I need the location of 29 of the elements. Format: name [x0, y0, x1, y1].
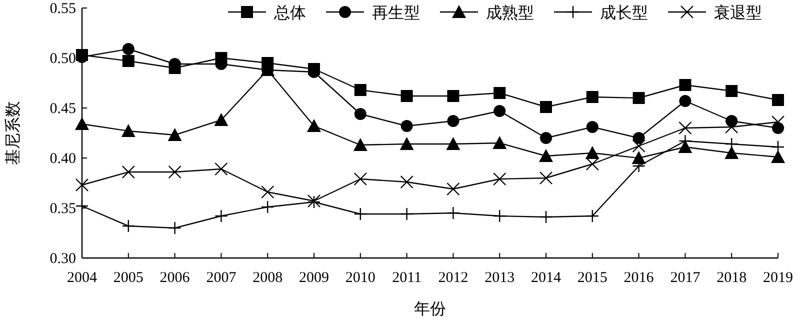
y-tick-label: 0.55 — [50, 1, 76, 17]
y-axis-title: 基尼系数 — [4, 101, 22, 165]
x-tick-label: 2009 — [299, 270, 329, 286]
x-tick-label: 2016 — [624, 270, 654, 286]
y-tick-label: 0.35 — [50, 201, 76, 217]
x-axis-title: 年份 — [414, 301, 446, 318]
x-tick-label: 2015 — [577, 270, 608, 286]
x-tick-label: 2012 — [438, 270, 468, 286]
x-tick-label: 2006 — [160, 270, 190, 286]
y-tick-label: 0.50 — [50, 51, 76, 67]
x-tick-label: 2017 — [670, 270, 701, 286]
y-tick-label: 0.40 — [50, 151, 76, 167]
x-tick-label: 2010 — [345, 270, 376, 286]
x-tick-label: 2004 — [67, 270, 98, 286]
x-tick-label: 2008 — [252, 270, 283, 286]
legend-label: 成长型 — [600, 4, 648, 22]
x-tick-label: 2005 — [113, 270, 144, 286]
legend-label: 总体 — [273, 4, 306, 22]
x-tick-label: 2014 — [531, 270, 562, 286]
y-tick-label: 0.30 — [50, 251, 76, 267]
x-tick-label: 2007 — [206, 270, 237, 286]
legend-label: 衰退型 — [714, 4, 762, 22]
x-tick-label: 2019 — [763, 270, 793, 286]
legend-label: 成熟型 — [486, 4, 534, 22]
legend-label: 再生型 — [372, 4, 420, 22]
x-tick-label: 2013 — [484, 270, 515, 286]
x-tick-label: 2011 — [392, 270, 422, 286]
x-tick-label: 2018 — [716, 270, 747, 286]
y-tick-label: 0.45 — [50, 101, 76, 117]
